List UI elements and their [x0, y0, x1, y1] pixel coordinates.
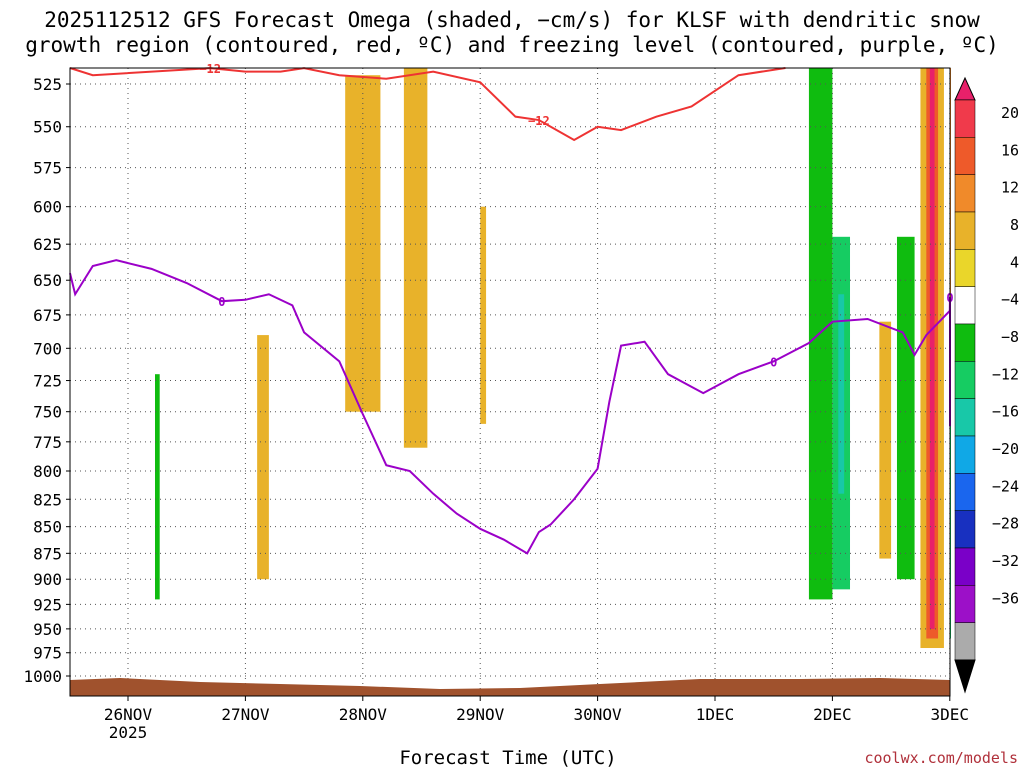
y-tick-900: 900 — [33, 570, 62, 589]
colorbar-bin-10 — [954, 435, 976, 474]
omega-cell-3 — [155, 374, 160, 600]
y-tick-1000: 1000 — [23, 667, 62, 686]
colorbar-bin-8 — [954, 361, 976, 399]
plot-frame — [69, 67, 951, 697]
colorbar-bin-3 — [954, 174, 976, 213]
y-tick-575: 575 — [33, 159, 62, 178]
colorbar-label-4: 4 — [1010, 253, 1019, 271]
colorbar-label-10: −24 — [992, 477, 1019, 495]
colorbar-bin-9 — [954, 398, 976, 437]
colorbar-label-7: −12 — [992, 365, 1019, 383]
colorbar-label-3: 8 — [1010, 216, 1019, 234]
colorbar-bin-7 — [954, 323, 976, 362]
y-tick-650: 650 — [33, 271, 62, 290]
colorbar-bin-12 — [954, 510, 976, 549]
x-tick-26NOV: 26NOV — [104, 705, 153, 724]
y-tick-875: 875 — [33, 544, 62, 563]
colorbar-bin-2 — [954, 137, 976, 175]
omega-cell-8 — [480, 206, 487, 424]
y-tick-600: 600 — [33, 198, 62, 217]
y-tick-750: 750 — [33, 403, 62, 422]
x-axis-title: Forecast Time (UTC) — [399, 747, 616, 768]
y-tick-775: 775 — [33, 433, 62, 452]
omega-cell-15 — [896, 236, 915, 580]
colorbar-bin-6 — [954, 286, 976, 325]
y-tick-725: 725 — [33, 372, 62, 391]
colorbar-label-8: −16 — [992, 403, 1019, 421]
y-tick-675: 675 — [33, 306, 62, 325]
x-tick-27NOV: 27NOV — [221, 705, 270, 724]
contour-label-0-1: −12 — [528, 114, 550, 128]
credit-text: coolwx.com/models — [864, 749, 1018, 767]
contour-label-1-0: 0 — [218, 295, 225, 309]
y-tick-850: 850 — [33, 518, 62, 537]
colorbar-label-1: 16 — [1001, 141, 1019, 159]
y-tick-950: 950 — [33, 620, 62, 639]
omega-cell-0 — [71, 68, 74, 620]
x-tick-2DEC: 2DEC — [813, 705, 852, 724]
chart-title-line-2: growth region (contoured, red, ºC) and f… — [25, 33, 999, 57]
contour-label-0-0: −12 — [199, 62, 221, 76]
omega-cell-13 — [838, 294, 845, 494]
x-year-label: 2025 — [109, 723, 148, 742]
omega-cell-6 — [392, 348, 399, 527]
colorbar-bin-13 — [954, 547, 976, 586]
y-tick-975: 975 — [33, 644, 62, 663]
omega-cell-18 — [929, 68, 935, 629]
colorbar-label-12: −32 — [992, 552, 1019, 570]
x-tick-1DEC: 1DEC — [696, 705, 735, 724]
x-tick-28NOV: 28NOV — [339, 705, 388, 724]
x-axis-ticks: 26NOV 27NOV 28NOV 29NOV 30NOV 1DEC 2DEC 3DEC — [104, 696, 969, 724]
colorbar-label-9: −20 — [992, 440, 1019, 458]
colorbar-bin-11 — [954, 473, 976, 511]
colorbar-bottom-arrow — [954, 659, 976, 694]
contour-label-1-1: 0 — [770, 355, 777, 369]
omega-cell-10 — [791, 68, 809, 620]
colorbar-bin-1 — [954, 99, 976, 138]
colorbar-bin-5 — [954, 249, 976, 287]
y-tick-550: 550 — [33, 118, 62, 137]
omega-cell-9 — [609, 68, 616, 471]
x-tick-30NOV: 30NOV — [574, 705, 623, 724]
terrain-surface — [70, 678, 950, 696]
y-tick-800: 800 — [33, 462, 62, 481]
y-tick-700: 700 — [33, 339, 62, 358]
x-tick-29NOV: 29NOV — [456, 705, 505, 724]
colorbar-bin-14 — [954, 585, 976, 623]
colorbar-bin-4 — [954, 211, 976, 250]
y-tick-925: 925 — [33, 595, 62, 614]
y-tick-525: 525 — [33, 75, 62, 94]
y-tick-825: 825 — [33, 490, 62, 509]
colorbar-label-11: −28 — [992, 515, 1019, 533]
omega-cell-4 — [257, 335, 269, 580]
colorbar-bin-15 — [954, 622, 976, 661]
chart-title-line-1: 2025112512 GFS Forecast Omega (shaded, −… — [44, 8, 980, 32]
x-tick-3DEC: 3DEC — [931, 705, 970, 724]
colorbar-label-2: 12 — [1001, 179, 1019, 197]
colorbar-top-arrow — [954, 76, 976, 101]
contour-dgz-minus12 — [69, 67, 786, 142]
colorbar-label-6: −8 — [1001, 328, 1019, 346]
omega-cell-14 — [879, 321, 892, 559]
colorbar-label-0: 20 — [1001, 104, 1019, 122]
y-axis-ticks: 525 550 575 600 625 650 675 700 725 750 775 800 825 8… — [23, 75, 70, 686]
omega-cell-1 — [118, 453, 132, 649]
colorbar: 20 16 12 8 4 −4 −8 −12 −16 −20 −24 −28 −32 −36 — [954, 76, 1019, 694]
grid-lines — [70, 68, 951, 696]
colorbar-label-13: −36 — [992, 589, 1019, 607]
y-tick-625: 625 — [33, 235, 62, 254]
colorbar-label-5: −4 — [1001, 291, 1019, 309]
omega-cell-7 — [403, 68, 428, 448]
